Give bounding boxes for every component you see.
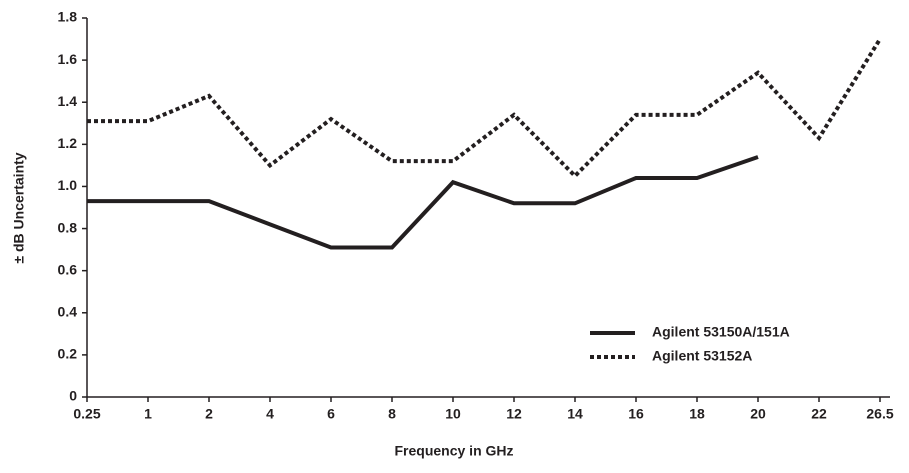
- x-tick-label: 20: [750, 406, 766, 422]
- x-tick-label: 12: [506, 406, 522, 422]
- y-tick-label: 0.6: [58, 261, 78, 277]
- legend-label: Agilent 53152A: [652, 348, 752, 364]
- x-tick-label: 0.25: [73, 406, 100, 422]
- x-tick-label: 6: [327, 406, 335, 422]
- y-tick-label: 1.2: [58, 135, 78, 151]
- x-axis-title: Frequency in GHz: [394, 443, 513, 459]
- y-tick-label: 0.8: [58, 219, 78, 235]
- y-tick-label: 1.4: [58, 93, 78, 109]
- y-tick-label: 1.6: [58, 51, 78, 67]
- y-axis-title: ± dB Uncertainty: [11, 152, 27, 263]
- x-tick-label: 8: [388, 406, 396, 422]
- x-tick-label: 4: [266, 406, 274, 422]
- x-tick-label: 16: [628, 406, 644, 422]
- x-tick-label: 26.5: [866, 406, 893, 422]
- x-tick-label: 10: [445, 406, 461, 422]
- x-tick-label: 1: [144, 406, 152, 422]
- x-tick-label: 18: [689, 406, 705, 422]
- x-tick-label: 14: [567, 406, 583, 422]
- y-tick-label: 0: [69, 388, 77, 404]
- y-tick-label: 0.2: [58, 346, 78, 362]
- x-tick-label: 2: [205, 406, 213, 422]
- x-tick-label: 22: [811, 406, 827, 422]
- y-tick-label: 1.8: [58, 9, 78, 25]
- y-tick-label: 1.0: [58, 177, 78, 193]
- series-line: [87, 38, 882, 179]
- y-tick-label: 0.4: [58, 303, 78, 319]
- legend-label: Agilent 53150A/151A: [652, 324, 790, 340]
- series-line: [87, 155, 759, 250]
